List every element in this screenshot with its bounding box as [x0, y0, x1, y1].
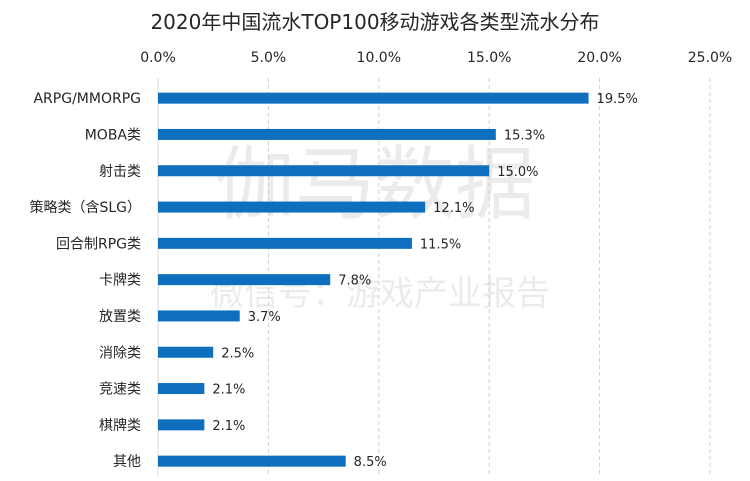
category-label: 棋牌类	[99, 417, 141, 434]
category-label: 策略类（含SLG）	[29, 199, 141, 216]
data-label: 8.5%	[354, 455, 387, 470]
category-label: 卡牌类	[99, 272, 141, 289]
x-tick-label: 25.0%	[688, 50, 732, 66]
data-label: 2.5%	[221, 346, 254, 361]
gridlines	[157, 78, 711, 476]
watermark-main: 伽马数据	[215, 138, 535, 231]
category-label: MOBA类	[85, 127, 141, 143]
category-label: 竞速类	[99, 381, 141, 398]
data-label: 12.1%	[433, 201, 474, 216]
bar	[158, 92, 589, 104]
x-tick-label: 0.0%	[140, 50, 176, 66]
x-tick-label: 5.0%	[251, 50, 287, 66]
bar	[158, 383, 205, 395]
data-label: 11.5%	[420, 237, 461, 252]
data-labels: 19.5% 15.3% 15.0% 12.1% 11.5% 7.8% 3.7% 2.5% 2.1…	[212, 92, 638, 470]
bar	[158, 310, 240, 322]
category-label: 射击类	[99, 164, 141, 180]
bar	[158, 419, 205, 431]
data-label: 15.3%	[504, 128, 545, 143]
x-axis-ticks: 0.0% 5.0% 10.0% 15.0% 20.0% 25.0%	[140, 50, 732, 66]
category-label: 放置类	[99, 309, 141, 325]
bar	[158, 237, 412, 249]
bar	[158, 455, 346, 467]
bar	[158, 201, 426, 213]
data-label: 15.0%	[497, 165, 538, 180]
bar	[158, 346, 214, 358]
data-label: 7.8%	[338, 274, 371, 289]
category-label: 消除类	[99, 345, 141, 361]
chart-title: 2020年中国流水TOP100移动游戏各类型流水分布	[150, 10, 600, 34]
data-label: 3.7%	[248, 310, 281, 325]
bar	[158, 128, 496, 140]
data-label: 19.5%	[597, 92, 638, 107]
bar	[158, 165, 490, 177]
data-label: 2.1%	[212, 383, 245, 398]
category-label: 其他	[113, 454, 141, 470]
bar	[158, 274, 331, 286]
category-label: ARPG/MMORPG	[33, 91, 141, 107]
bars	[158, 92, 589, 467]
x-tick-label: 15.0%	[467, 50, 511, 66]
x-tick-label: 10.0%	[357, 50, 401, 66]
x-tick-label: 20.0%	[577, 50, 621, 66]
data-label: 2.1%	[212, 419, 245, 434]
category-label: 回合制RPG类	[56, 236, 141, 252]
